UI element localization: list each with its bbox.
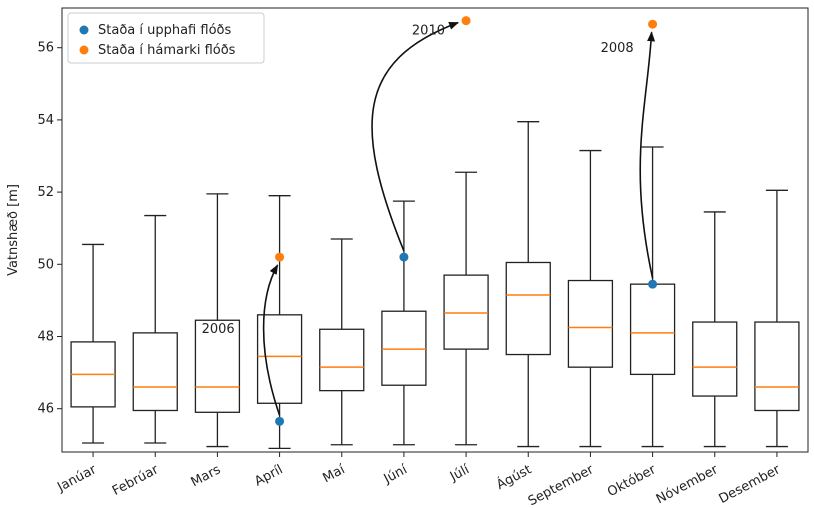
legend: Staða í upphafi flóðs Staða í hámarki fló… — [67, 12, 265, 64]
box-nóvember — [692, 211, 738, 448]
data-point — [275, 416, 285, 426]
annotation-arrow — [639, 31, 656, 279]
x-tick-label: September — [526, 462, 597, 508]
x-tick-label: Mars — [189, 462, 224, 490]
y-tick-label: 50 — [37, 257, 54, 272]
box-body — [505, 261, 551, 356]
x-tick-label: Júlí — [447, 462, 472, 485]
box-febrúar — [132, 214, 178, 444]
x-tick-label: Febrúar — [110, 462, 162, 499]
legend-label: Staða í hámarki flóðs — [98, 43, 236, 58]
box-júní — [381, 200, 427, 446]
box-júlí — [443, 171, 489, 446]
legend-box — [67, 12, 265, 64]
data-point — [648, 279, 658, 289]
x-tick-label: Nóvember — [654, 462, 721, 507]
annotation-label: 2010 — [412, 24, 445, 39]
box-body — [629, 283, 676, 376]
legend-label: Staða í upphafi flóðs — [98, 23, 231, 38]
plot-frame — [61, 7, 809, 453]
box-body — [567, 279, 614, 368]
box-body — [754, 321, 800, 412]
data-point — [399, 252, 409, 262]
box-janúar — [70, 243, 116, 444]
x-tick-label: Janúar — [54, 462, 99, 496]
box-body — [443, 274, 489, 350]
box-body — [256, 314, 303, 404]
y-tick-label: 54 — [37, 113, 54, 128]
y-tick-label: 46 — [37, 402, 54, 417]
y-tick-label: 56 — [37, 41, 54, 56]
annotation-arrow — [262, 264, 281, 416]
box-body — [381, 310, 427, 386]
box-maí — [319, 238, 365, 446]
box-október — [629, 146, 676, 448]
y-tick-label: 52 — [37, 185, 54, 200]
legend-marker — [79, 25, 89, 35]
x-tick-label: Desember — [717, 462, 784, 507]
y-axis-label: Vatnshæð [m] — [6, 184, 21, 276]
box-desember — [754, 189, 800, 448]
data-point — [648, 19, 658, 29]
data-point — [461, 16, 471, 26]
x-tick-label: Maí — [320, 462, 348, 486]
box-body — [194, 319, 241, 413]
legend-marker — [79, 45, 89, 55]
annotation-label: 2008 — [601, 41, 634, 56]
box-september — [567, 149, 614, 448]
x-tick-label: Apríl — [252, 462, 285, 489]
data-point — [275, 252, 285, 262]
x-tick-label: Október — [605, 462, 659, 500]
box-body — [319, 328, 365, 392]
x-tick-label: Ágúst — [494, 461, 534, 493]
box-mars — [194, 193, 241, 448]
box-body — [692, 321, 738, 397]
annotation-label: 2006 — [202, 322, 235, 337]
box-body — [132, 332, 178, 412]
y-tick-label: 48 — [37, 329, 54, 344]
annotation-arrow — [371, 21, 460, 252]
box-ágúst — [505, 121, 551, 448]
x-tick-label: Júní — [381, 462, 410, 487]
